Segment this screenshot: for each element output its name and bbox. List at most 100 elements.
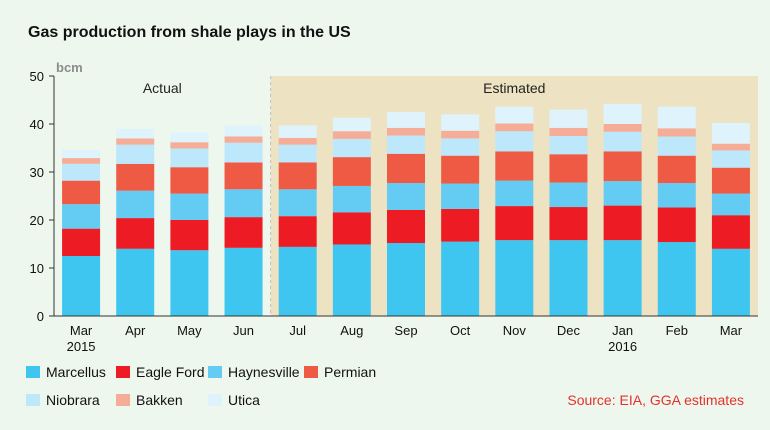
bar-segment xyxy=(332,212,371,245)
bar-segment xyxy=(441,241,480,316)
legend-swatch xyxy=(26,366,40,378)
bar-segment xyxy=(170,132,209,143)
bar-segment xyxy=(170,167,209,194)
bar-segment xyxy=(495,240,534,316)
bar-segment xyxy=(278,137,317,145)
legend-label: Niobrara xyxy=(46,392,100,408)
bar-segment xyxy=(657,183,696,208)
bar-segment xyxy=(387,112,425,128)
x-year-label: 2015 xyxy=(67,339,96,354)
bar-segment xyxy=(278,125,317,138)
bar-segment xyxy=(332,131,371,139)
bar-segment xyxy=(278,246,317,316)
bar-segment xyxy=(224,136,263,143)
bar-segment xyxy=(62,158,101,164)
bar-segment xyxy=(549,109,588,128)
bar-segment xyxy=(62,163,101,181)
legend-swatch xyxy=(26,394,40,406)
y-tick-label: 40 xyxy=(30,117,44,132)
bar-segment xyxy=(332,185,371,213)
bar-segment xyxy=(711,150,750,168)
x-tick-label: Dec xyxy=(557,323,581,338)
bar-segment xyxy=(332,138,371,158)
legend-label: Utica xyxy=(228,392,260,408)
legend-swatch xyxy=(116,366,130,378)
bar-segment xyxy=(387,127,425,136)
bar-segment xyxy=(170,193,209,220)
bar-segment xyxy=(657,136,696,156)
bar-segment xyxy=(657,207,696,243)
bar-segment xyxy=(711,248,750,316)
bar-segment xyxy=(657,106,696,129)
bar-segment xyxy=(332,157,371,186)
x-tick-label: Feb xyxy=(666,323,688,338)
bar-segment xyxy=(603,205,642,241)
x-tick-label: Jul xyxy=(289,323,306,338)
x-tick-label: Mar xyxy=(720,323,743,338)
bar-segment xyxy=(224,217,263,248)
bar-segment xyxy=(711,143,750,151)
bar-segment xyxy=(387,243,425,316)
bar-segment xyxy=(549,136,588,155)
region-label: Actual xyxy=(143,80,182,96)
bar-segment xyxy=(116,163,155,191)
source-note: Source: EIA, GGA estimates xyxy=(567,392,744,408)
x-tick-label: May xyxy=(177,323,202,338)
bar-segment xyxy=(170,148,209,168)
legend-label: Haynesville xyxy=(228,364,300,380)
bar-segment xyxy=(224,142,263,163)
y-tick-label: 0 xyxy=(37,309,44,324)
bar-segment xyxy=(224,247,263,316)
bar-segment xyxy=(441,114,480,131)
bar-segment xyxy=(62,256,101,316)
x-tick-label: Oct xyxy=(450,323,471,338)
bar-segment xyxy=(387,209,425,244)
bar-segment xyxy=(387,183,425,210)
legend-label: Bakken xyxy=(136,392,183,408)
bar-segment xyxy=(603,240,642,316)
bar-segment xyxy=(441,130,480,139)
bar-segment xyxy=(441,138,480,156)
x-year-label: 2016 xyxy=(608,339,637,354)
bar-segment xyxy=(278,162,317,190)
bar-segment xyxy=(441,183,480,209)
legend-swatch xyxy=(208,366,222,378)
bar-segment xyxy=(603,124,642,132)
bar-segment xyxy=(549,240,588,316)
y-tick-label: 50 xyxy=(30,69,44,84)
legend-swatch xyxy=(208,394,222,406)
bar-segment xyxy=(224,162,263,190)
legend-swatch xyxy=(304,366,318,378)
bar-segment xyxy=(603,151,642,182)
bar-segment xyxy=(495,106,534,124)
bar-segment xyxy=(603,131,642,152)
bar-segment xyxy=(332,244,371,316)
bar-segment xyxy=(170,142,209,149)
bar-segment xyxy=(278,189,317,217)
bar-segment xyxy=(549,207,588,241)
bar-segment xyxy=(603,181,642,206)
bar-segment xyxy=(332,117,371,132)
bar-segment xyxy=(224,189,263,218)
x-tick-label: Jun xyxy=(233,323,254,338)
legend-label: Permian xyxy=(324,364,376,380)
bar-segment xyxy=(549,182,588,208)
bar-segment xyxy=(657,128,696,137)
bar-segment xyxy=(441,208,480,242)
bar-segment xyxy=(657,242,696,316)
y-tick-label: 20 xyxy=(30,213,44,228)
x-tick-label: Apr xyxy=(125,323,146,338)
bar-segment xyxy=(387,153,425,184)
bar-segment xyxy=(116,218,155,249)
bar-segment xyxy=(116,248,155,316)
y-tick-label: 10 xyxy=(30,261,44,276)
bar-segment xyxy=(62,149,101,159)
bar-segment xyxy=(495,206,534,241)
bar-segment xyxy=(224,125,263,137)
legend-label: Marcellus xyxy=(46,364,106,380)
chart-title: Gas production from shale plays in the U… xyxy=(28,24,351,41)
unit-label: bcm xyxy=(56,60,83,75)
bar-segment xyxy=(549,154,588,183)
